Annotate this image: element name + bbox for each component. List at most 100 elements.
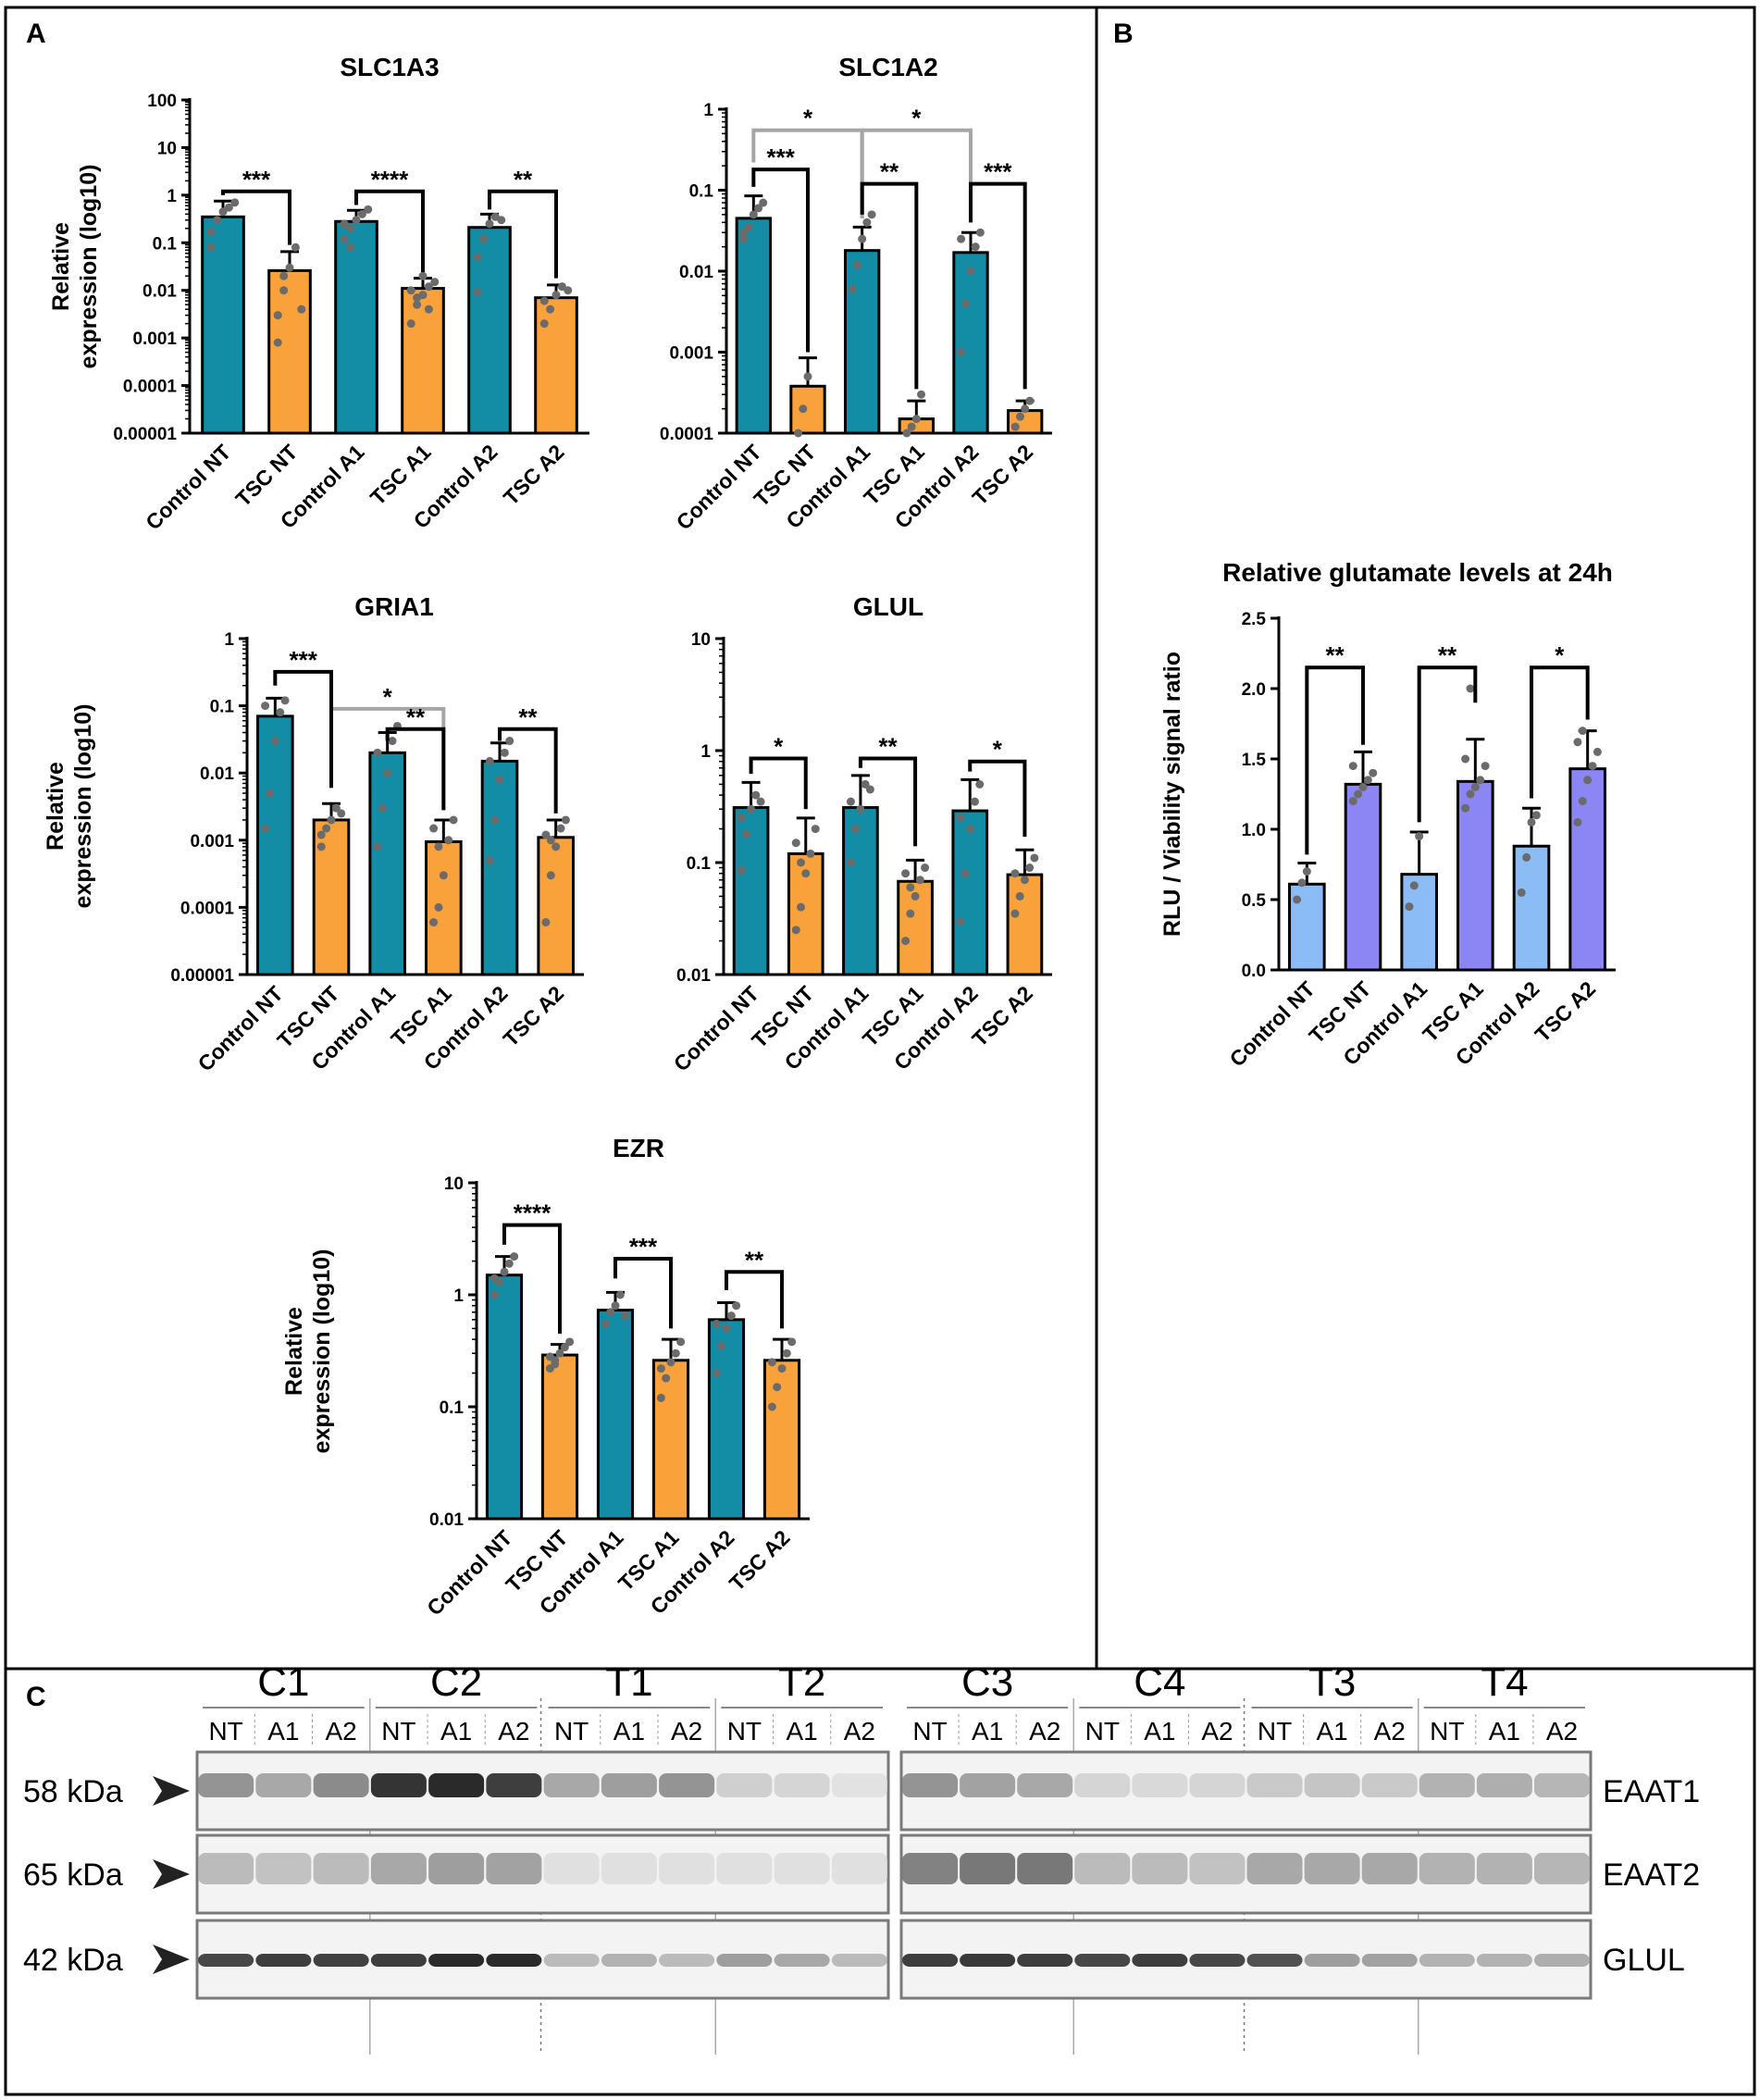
data-point xyxy=(1578,727,1587,736)
data-point xyxy=(556,824,565,833)
y-tick-label: 1 xyxy=(700,742,711,762)
data-point xyxy=(500,748,509,757)
x-tick-label: Control NT xyxy=(192,981,287,1075)
data-point xyxy=(846,858,855,867)
data-point xyxy=(322,824,331,833)
blot-lane-label: A2 xyxy=(498,1717,529,1746)
y-tick-label: 0.1 xyxy=(153,234,178,254)
blot-band xyxy=(716,1853,773,1884)
data-point xyxy=(865,785,874,794)
data-point xyxy=(213,216,222,225)
blot-band xyxy=(1419,1773,1475,1797)
blot-lane-label: A1 xyxy=(1489,1717,1520,1746)
data-point xyxy=(490,815,500,825)
blot-lane-label: A1 xyxy=(787,1717,818,1746)
data-point xyxy=(797,858,806,867)
blot-band xyxy=(1246,1853,1303,1884)
data-point xyxy=(261,824,270,833)
blot-lane-label: A1 xyxy=(972,1717,1003,1746)
blot-lane-label: NT xyxy=(381,1717,415,1746)
data-point xyxy=(799,404,808,414)
data-point xyxy=(1302,867,1311,876)
significance-label: ** xyxy=(518,703,538,731)
data-point xyxy=(1461,754,1470,764)
bar xyxy=(534,296,578,435)
significance-bracket xyxy=(751,168,810,353)
data-point xyxy=(601,1319,610,1328)
significance-bracket xyxy=(488,189,558,279)
data-point xyxy=(1021,404,1030,414)
significance-bracket xyxy=(749,756,808,810)
bar xyxy=(425,839,463,976)
chart-glutamate: Relative glutamate levels at 24h RLU / Vi… xyxy=(1159,558,1616,1072)
data-point xyxy=(961,299,971,308)
data-point xyxy=(744,222,753,231)
blot-lane-label: A1 xyxy=(440,1717,472,1746)
data-point xyxy=(383,768,392,777)
significance-bracket xyxy=(273,669,333,789)
data-point xyxy=(346,242,355,252)
data-point xyxy=(851,825,861,834)
blot-lane-label: A1 xyxy=(614,1717,645,1746)
significance-bracket xyxy=(1417,665,1478,823)
data-point xyxy=(560,1343,569,1352)
data-point xyxy=(1015,891,1024,901)
bar xyxy=(789,384,826,435)
data-point xyxy=(1030,853,1039,863)
significance-bracket xyxy=(969,181,1027,390)
blot-band xyxy=(1132,1954,1188,1967)
blot-band xyxy=(960,1954,1016,1967)
data-point xyxy=(902,429,911,438)
blot-membrane xyxy=(195,1750,890,1832)
data-point xyxy=(911,891,920,901)
y-tick-label: 0.1 xyxy=(689,182,714,202)
bar xyxy=(951,809,989,976)
significance-label: * xyxy=(383,683,393,711)
blot-band xyxy=(1017,1853,1073,1884)
significance-label: ** xyxy=(878,733,898,761)
bar xyxy=(762,1359,801,1521)
blot-membrane xyxy=(899,1919,1593,2000)
bar xyxy=(537,836,575,976)
data-point xyxy=(717,1341,726,1350)
data-point xyxy=(615,1290,625,1299)
data-point xyxy=(676,1337,686,1347)
blot-lane-label: A2 xyxy=(1546,1717,1578,1746)
data-point xyxy=(656,1364,665,1373)
y-tick-label: 0.1 xyxy=(687,854,712,874)
data-point xyxy=(656,1393,665,1402)
blot-band xyxy=(960,1853,1016,1884)
significance-bracket xyxy=(498,727,558,814)
data-point xyxy=(504,1259,514,1268)
bar xyxy=(842,806,879,976)
blot-band xyxy=(1419,1853,1475,1884)
blot-lane-label: A2 xyxy=(1201,1717,1233,1746)
data-point xyxy=(429,824,439,833)
data-point xyxy=(1522,852,1531,862)
significance-label: * xyxy=(803,105,813,132)
blot-band xyxy=(831,1853,887,1884)
data-point xyxy=(413,300,422,309)
significance-label: ** xyxy=(1438,641,1457,669)
blot-band xyxy=(774,1773,830,1797)
y-tick-label: 0.01 xyxy=(429,1510,464,1530)
blot-group-label: T4 xyxy=(1481,1659,1528,1705)
blot-lane-label: A2 xyxy=(1374,1717,1406,1746)
x-tick-label: TSC A2 xyxy=(1531,976,1601,1047)
significance-bracket xyxy=(860,128,973,218)
data-point xyxy=(430,278,440,287)
data-point xyxy=(1527,817,1536,826)
x-tick-label: Control NT xyxy=(669,981,763,1075)
blot-band xyxy=(1246,1954,1303,1967)
bar xyxy=(1568,767,1606,972)
data-point xyxy=(297,304,306,314)
data-point xyxy=(1358,782,1368,791)
data-point xyxy=(564,286,573,295)
data-point xyxy=(490,1274,499,1283)
data-point xyxy=(759,198,768,207)
data-point xyxy=(406,286,415,295)
data-point xyxy=(291,242,300,252)
data-point xyxy=(1348,797,1357,806)
blot-lane-label: NT xyxy=(554,1717,589,1746)
